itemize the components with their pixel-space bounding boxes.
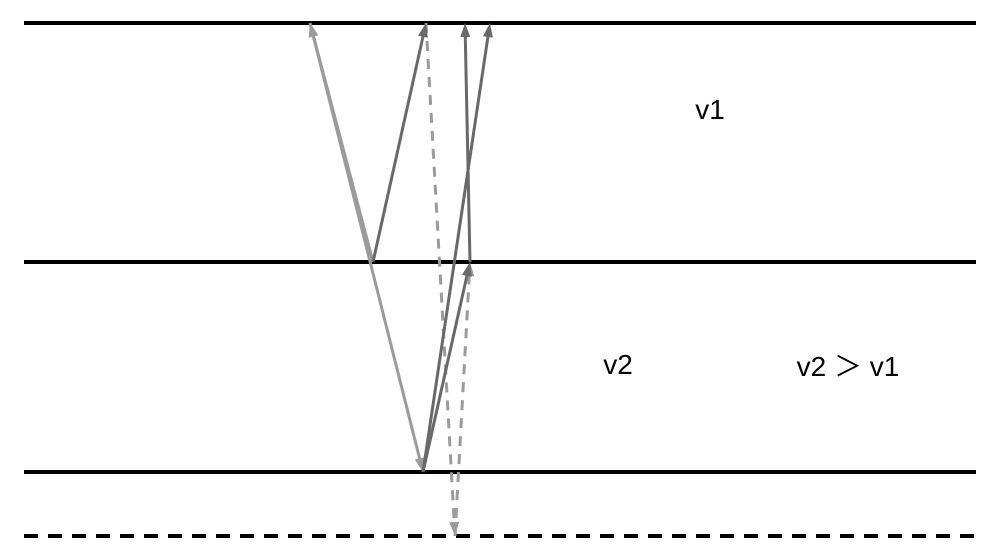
ray-diagram bbox=[0, 0, 1000, 549]
layer2-velocity-label: v2 bbox=[603, 349, 633, 381]
layer1-velocity-label: v1 bbox=[695, 94, 725, 126]
velocity-relation-label: v2 ＞ v1 bbox=[797, 345, 900, 385]
